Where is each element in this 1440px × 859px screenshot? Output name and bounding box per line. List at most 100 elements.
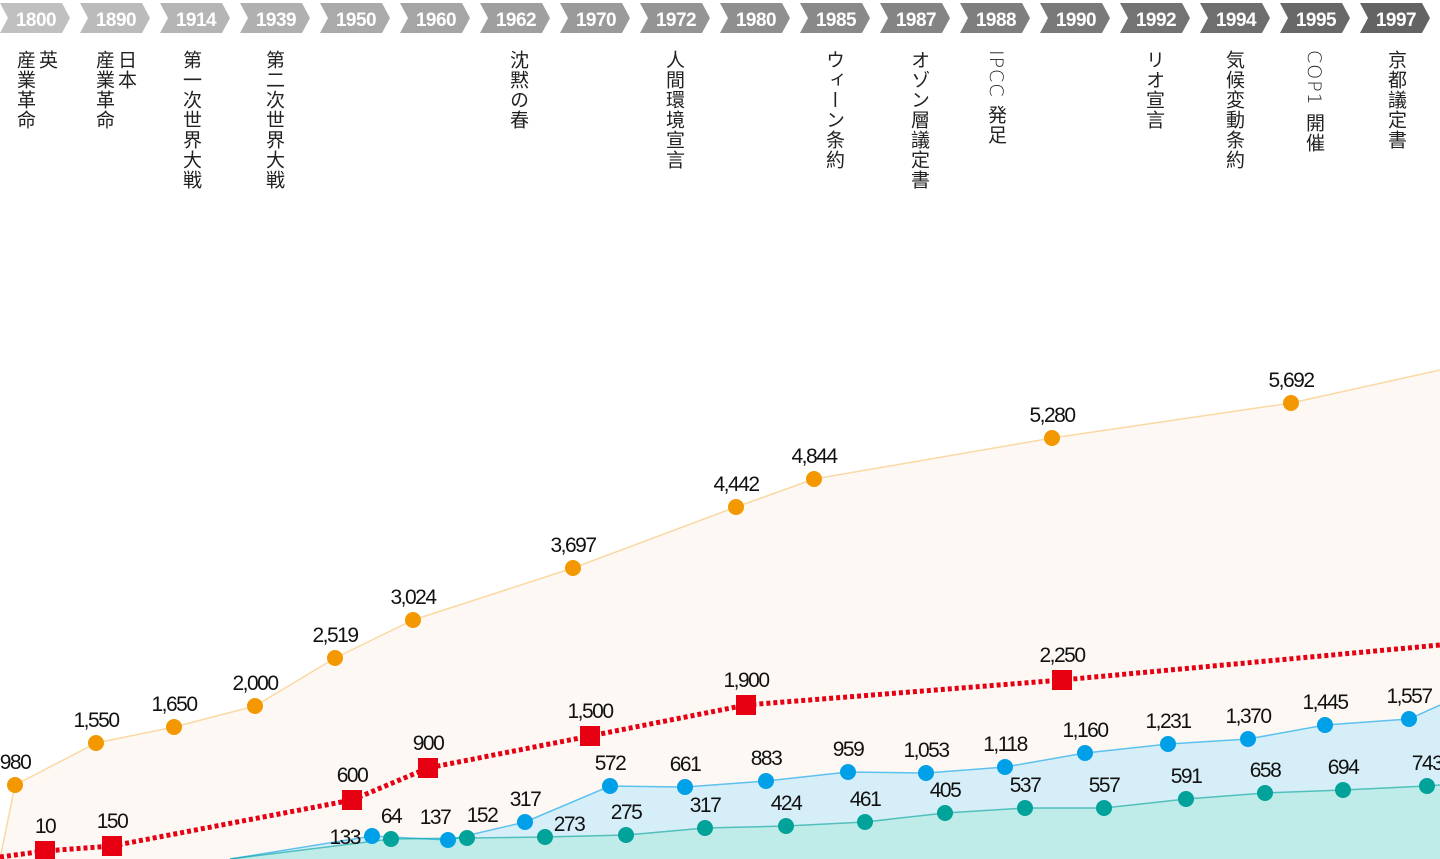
timeline-year: 1995 [1296,10,1337,31]
data-label-orange: 2,000 [232,672,278,695]
marker-red [580,726,600,746]
timeline-chevron [1040,3,1110,33]
data-label-teal: 537 [1010,774,1041,797]
marker-teal [537,829,553,845]
marker-red [736,695,756,715]
marker-blue [758,773,774,789]
data-label-blue: 1,370 [1225,705,1271,728]
data-label-red: 900 [413,732,444,755]
marker-teal [459,830,475,846]
data-label-red: 150 [97,810,128,833]
marker-orange [327,650,343,666]
line-blue [229,704,1440,859]
timeline-chevron [80,3,150,33]
marker-orange [166,719,182,735]
marker-teal [1335,782,1351,798]
event-label: IPCC 発足 [985,50,1007,145]
marker-orange [806,471,822,487]
marker-blue [602,778,618,794]
area-teal [230,785,1440,859]
event-label: リオ宣言 [1143,50,1165,130]
timeline-chevron [560,3,630,33]
marker-teal [697,820,713,836]
marker-orange [565,560,581,576]
timeline-year: 1800 [16,10,56,31]
data-label-blue: 1,160 [1062,719,1108,742]
data-label-red: 2,250 [1039,644,1085,667]
timeline-year: 1970 [576,10,616,31]
marker-teal [1257,785,1273,801]
timeline-chevron [1200,3,1270,33]
data-label-orange: 2,519 [312,624,358,647]
data-label-blue: 1,118 [983,733,1027,756]
data-label-red: 1,900 [723,669,769,692]
data-label-orange: 4,442 [713,473,759,496]
timeline-chevron [1360,3,1430,33]
data-label-blue: 1,053 [903,739,949,762]
line-teal [229,784,1440,859]
marker-blue [997,759,1013,775]
marker-red [342,790,362,810]
event-label: オゾン層議定書 [908,50,930,190]
marker-teal [1419,778,1435,794]
data-label-blue: 883 [751,747,782,770]
data-label-teal: 461 [850,788,881,811]
timeline-chevron [0,3,70,33]
event-label: 人間環境宣言 [663,50,685,170]
event-label: 第一次世界大戦 [180,50,202,190]
data-label-blue: 137 [420,806,451,829]
timeline-year: 1994 [1216,10,1257,31]
timeline-year: 1914 [176,10,217,31]
timeline-chevron [400,3,470,33]
data-label-teal: 658 [1250,759,1281,782]
timeline-chevron [800,3,870,33]
area-orange [0,370,1440,859]
data-label-blue: 133 [329,826,360,849]
marker-teal [618,827,634,843]
event-label: COP1 開催 [1303,50,1325,153]
marker-teal [857,814,873,830]
marker-blue [517,814,533,830]
marker-red [418,758,438,778]
timeline-chevron [1280,3,1350,33]
marker-orange [1044,430,1060,446]
data-label-red: 1,500 [567,700,613,723]
marker-blue [1401,711,1417,727]
timeline-year: 1960 [416,10,456,31]
marker-teal [1096,800,1112,816]
data-label-orange: 4,844 [791,445,838,468]
data-label-teal: 405 [930,779,961,802]
timeline-chevron [720,3,790,33]
data-label-orange: 1,650 [151,693,197,716]
data-label-teal: 694 [1328,756,1360,779]
timeline-chevron [960,3,1030,33]
event-label: 沈黙の春 [507,50,529,130]
timeline-year: 1987 [896,10,936,31]
timeline-chevron [480,3,550,33]
marker-blue [1240,731,1256,747]
timeline-year: 1939 [256,10,296,31]
data-label-teal: 743 [1412,752,1440,775]
data-label-orange: 1,550 [73,709,119,732]
event-label: 日本 産業革命 [93,50,137,130]
marker-orange [247,698,263,714]
data-label-teal: 275 [611,801,642,824]
data-label-blue: 1,445 [1302,691,1348,714]
data-label-blue: 317 [510,788,541,811]
marker-orange [728,499,744,515]
event-label: 英 産業革命 [14,50,58,130]
event-label: 京都議定書 [1385,50,1407,150]
marker-teal [1017,800,1033,816]
marker-teal [778,818,794,834]
data-label-teal: 64 [381,805,403,828]
marker-blue [918,765,934,781]
marker-orange [1283,395,1299,411]
timeline-year: 1990 [1056,10,1096,31]
data-label-red: 10 [35,815,56,838]
marker-red [35,841,55,859]
data-label-red: 600 [337,764,368,787]
timeline-year: 1950 [336,10,376,31]
marker-blue [1317,717,1333,733]
marker-orange [7,777,23,793]
